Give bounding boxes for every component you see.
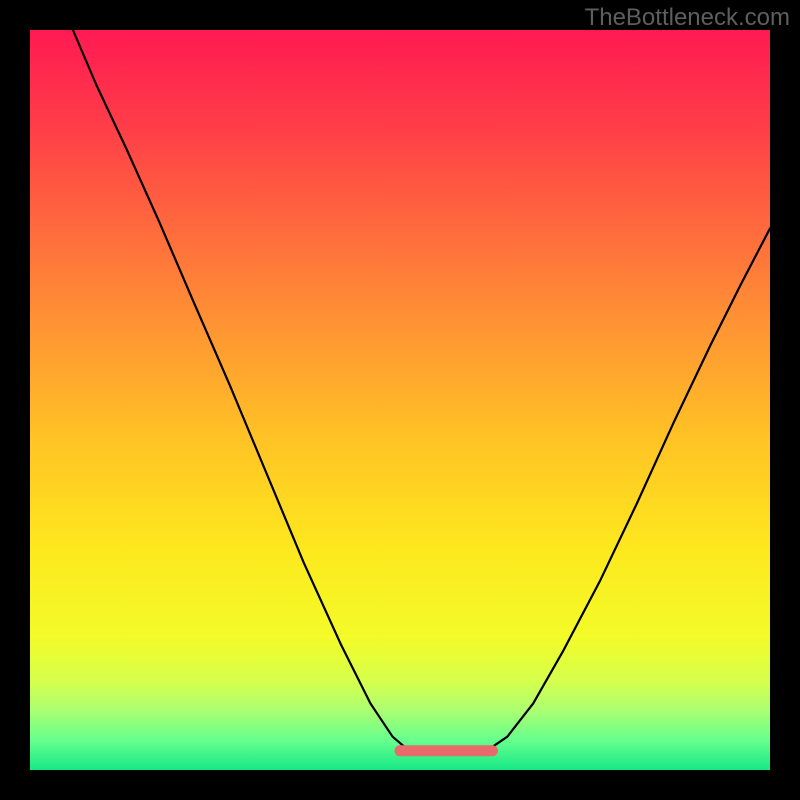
gradient-background xyxy=(30,30,770,770)
bottleneck-curve-chart xyxy=(0,0,800,800)
chart-container: TheBottleneck.com xyxy=(0,0,800,800)
watermark-text: TheBottleneck.com xyxy=(585,4,790,32)
